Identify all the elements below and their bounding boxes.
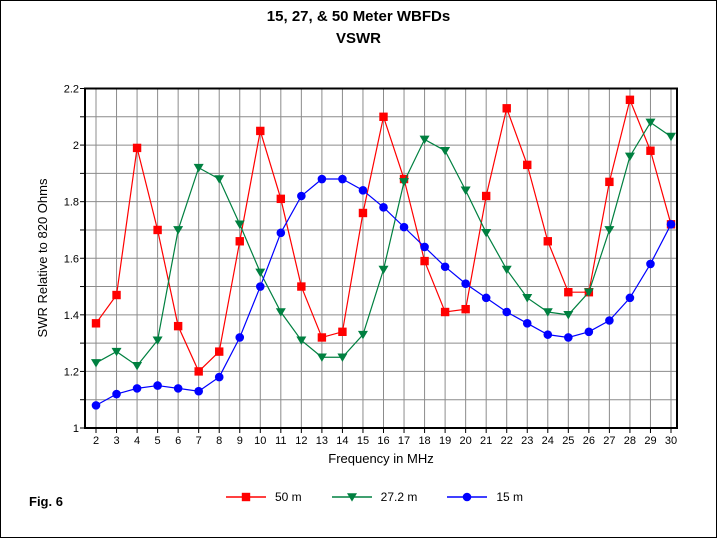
legend-item: 27.2 m [331,490,418,504]
x-tick-label: 21 [480,435,492,447]
x-tick-label: 24 [542,435,554,447]
legend-swatch-icon [331,493,372,502]
legend-item: 50 m [225,490,302,504]
chart-legend: 50 m 27.2 m 15 m [33,490,716,504]
legend-label: 50 m [274,490,302,504]
plot-frame [84,87,678,429]
figure-caption: Fig. 6 [29,494,63,509]
x-tick-label: 25 [562,435,574,447]
x-tick-label: 15 [357,435,369,447]
x-tick-label: 5 [155,435,161,447]
x-tick-label: 17 [398,435,410,447]
x-tick-label: 26 [583,435,595,447]
axis-tick-labels: 2 3 4 5 6 7 8 9 10 11 12 13 14 15 16 17 18 19 20 21 22 23 24 25… [64,84,677,448]
x-tick-label: 22 [501,435,513,447]
axis-ticks [80,88,672,433]
x-tick-label: 2 [93,435,99,447]
x-tick-label: 20 [460,435,472,447]
legend-item: 15 m [447,490,523,504]
x-tick-label: 8 [216,435,222,447]
x-tick-label: 3 [113,435,119,447]
series-27-2-m [91,118,676,371]
x-tick-label: 27 [603,435,615,447]
x-tick-label: 10 [254,435,266,447]
chart-title: 15, 27, & 50 Meter WBFDs [266,8,451,25]
y-axis-title: SWR Relative to 820 Ohms [35,178,50,337]
x-tick-label: 7 [196,435,202,447]
y-tick-label: 1.6 [64,253,79,265]
x-tick-label: 4 [134,435,140,447]
x-axis-title: Frequency in MHz [328,451,433,466]
y-tick-label: 1 [73,423,79,435]
x-tick-label: 11 [275,435,286,447]
x-tick-label: 9 [237,435,243,447]
x-tick-label: 6 [175,435,181,447]
chart-subtitle: VSWR [336,30,381,47]
data-series [91,95,676,410]
x-tick-label: 30 [665,435,677,447]
y-tick-label: 1.2 [64,366,79,378]
x-tick-label: 29 [644,435,656,447]
y-tick-label: 1.4 [64,310,79,322]
legend-swatch-icon [225,492,266,502]
legend-label: 15 m [496,490,524,504]
x-tick-label: 16 [377,435,389,447]
y-tick-label: 2.2 [64,84,79,96]
legend-label: 27.2 m [380,490,418,504]
x-tick-label: 12 [295,435,307,447]
x-tick-label: 13 [316,435,328,447]
y-tick-label: 1.8 [64,197,79,209]
legend-swatch-icon [447,492,488,502]
y-tick-label: 2 [73,140,79,152]
x-tick-label: 23 [521,435,533,447]
gridlines [85,88,677,429]
series-15-m [91,174,676,410]
x-tick-label: 19 [439,435,451,447]
x-tick-label: 14 [336,435,348,447]
x-tick-label: 18 [418,435,430,447]
x-tick-label: 28 [624,435,636,447]
